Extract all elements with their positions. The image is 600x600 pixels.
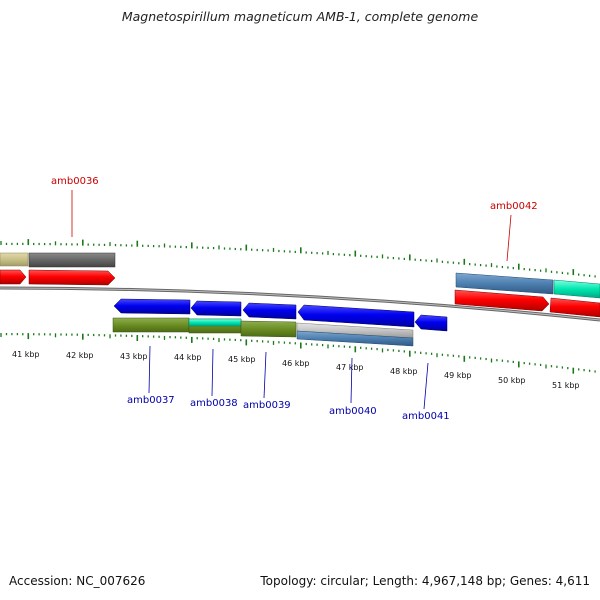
gene-label-amb0037[interactable]: amb0037 [127,395,175,406]
scale-label: 51 kbp [552,381,580,390]
feature-olive-3[interactable] [240,320,297,338]
gene-label-amb0039[interactable]: amb0039 [243,400,291,411]
forward-strand-features [0,252,600,318]
scale-label: 41 kbp [12,350,40,359]
scale-label: 47 kbp [336,363,364,372]
leader-line [148,345,151,394]
gene-arrow-amb0040[interactable] [297,304,415,328]
gene-label-amb0041[interactable]: amb0041 [402,411,450,422]
gene-arrow-amb0035[interactable] [0,269,27,285]
gene-arrow-amb0036[interactable] [28,269,116,286]
scale-ticks-inner [0,333,596,374]
feature-cyan[interactable] [553,279,600,299]
gene-label-amb0040[interactable]: amb0040 [329,406,377,417]
gene-label-amb0038[interactable]: amb0038 [190,398,238,409]
feature-tan[interactable] [0,252,29,267]
genome-backbone [0,286,600,322]
genome-stats-text: Topology: circular; Length: 4,967,148 bp… [260,574,590,588]
scale-label: 48 kbp [390,367,418,376]
scale-labels: 41 kbp 42 kbp 43 kbp 44 kbp 45 kbp 46 kb… [12,350,580,390]
gene-arrow-amb0042[interactable] [454,289,550,312]
map-title: Magnetospirillum magneticum AMB-1, compl… [121,9,479,24]
scale-label: 45 kbp [228,355,256,364]
reverse-strand-features [112,298,448,347]
leader-line [263,351,267,399]
leader-line [350,357,353,404]
gene-label-amb0036[interactable]: amb0036 [51,176,99,187]
scale-label: 50 kbp [498,376,526,385]
scale-label: 46 kbp [282,359,310,368]
gene-labels: amb0036 amb0042 amb0037 amb0038 amb0039 … [51,176,538,422]
feature-olive-1[interactable] [112,317,190,333]
accession-text: Accession: NC_007626 [9,574,146,588]
leader-line [211,348,214,397]
scale-label: 42 kbp [66,351,94,360]
scale-label: 49 kbp [444,371,472,380]
feature-cyan-2[interactable] [188,318,242,327]
gene-arrow-amb0039[interactable] [242,302,297,320]
leader-line [423,362,429,410]
gene-arrow-amb0043[interactable] [549,297,600,318]
scale-label: 44 kbp [174,353,202,362]
gene-label-amb0042[interactable]: amb0042 [490,201,538,212]
scale-ticks-outer [0,239,596,278]
leader-line [506,214,512,262]
scale-label: 43 kbp [120,352,148,361]
gene-arrow-amb0038[interactable] [190,300,242,317]
feature-steel-2[interactable] [296,330,414,347]
gene-arrow-amb0041[interactable] [414,314,448,332]
gene-arrow-amb0037[interactable] [113,298,191,315]
feature-steel[interactable] [455,272,554,295]
feature-dark-gray[interactable] [28,252,116,268]
